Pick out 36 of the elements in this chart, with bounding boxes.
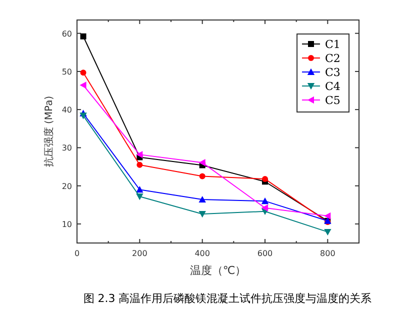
point (262, 176, 268, 182)
y-tick-label: 30 (62, 144, 72, 153)
point (136, 193, 144, 200)
legend-label: C3 (325, 66, 340, 79)
point (80, 82, 86, 89)
point (199, 173, 206, 180)
point (136, 150, 143, 158)
point (261, 197, 269, 204)
point (324, 228, 332, 236)
legend-label: C2 (325, 52, 340, 65)
legend-label: C5 (325, 94, 340, 107)
point (198, 196, 206, 203)
caption: 图 2.3 高温作用后磷酸镁混凝土试件抗压强度与温度的关系 (83, 292, 372, 305)
y-axis-title: 抗压强度 (MPa) (43, 96, 55, 168)
x-tick-label: 0 (74, 249, 80, 258)
point (198, 158, 206, 166)
point (198, 211, 206, 218)
x-tick-label: 200 (132, 249, 148, 258)
point (80, 33, 86, 40)
x-tick-label: 400 (194, 249, 210, 258)
y-tick-label: 50 (62, 67, 72, 76)
x-tick-label: 800 (320, 249, 336, 258)
point (80, 70, 86, 76)
x-tick-label: 600 (257, 249, 273, 258)
point (136, 186, 144, 193)
point (136, 162, 143, 168)
y-tick-label: 20 (62, 182, 72, 191)
y-tick-label: 60 (62, 29, 72, 38)
point (80, 112, 87, 120)
y-tick-label: 10 (62, 220, 72, 229)
point (261, 204, 268, 212)
y-tick-label: 40 (62, 106, 72, 115)
legend-label: C1 (325, 38, 340, 51)
legend-label: C4 (325, 80, 340, 93)
point (324, 212, 331, 220)
x-axis-title: 温度（℃） (190, 264, 246, 277)
